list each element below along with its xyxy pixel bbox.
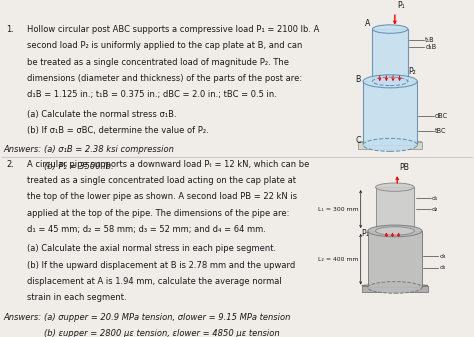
Text: L₂ = 400 mm: L₂ = 400 mm bbox=[318, 257, 358, 262]
Text: P₁: P₁ bbox=[361, 229, 369, 238]
Text: displacement at A is 1.94 mm, calculate the average normal: displacement at A is 1.94 mm, calculate … bbox=[27, 277, 282, 286]
Ellipse shape bbox=[368, 225, 422, 237]
Text: be treated as a single concentrated load of magnitude P₂. The: be treated as a single concentrated load… bbox=[27, 58, 289, 67]
Text: d₂: d₂ bbox=[432, 207, 438, 212]
Text: PB: PB bbox=[400, 163, 410, 172]
Ellipse shape bbox=[373, 77, 408, 86]
Polygon shape bbox=[368, 231, 422, 287]
Text: d₃: d₃ bbox=[439, 254, 446, 259]
Text: tBC: tBC bbox=[435, 128, 446, 134]
Text: (b) If the upward displacement at B is 2.78 mm and the upward: (b) If the upward displacement at B is 2… bbox=[27, 261, 296, 270]
Text: Hollow circular post ABC supports a compressive load P₁ = 2100 lb. A: Hollow circular post ABC supports a comp… bbox=[27, 25, 319, 34]
Text: P₂: P₂ bbox=[408, 67, 416, 76]
Text: Answers:: Answers: bbox=[4, 313, 42, 322]
Text: C: C bbox=[355, 136, 361, 145]
Text: (b) εupper = 2800 με tension, εlower = 4850 με tension: (b) εupper = 2800 με tension, εlower = 4… bbox=[44, 329, 280, 337]
Text: d₄: d₄ bbox=[439, 265, 446, 270]
Text: d₁B = 1.125 in.; t₁B = 0.375 in.; dBC = 2.0 in.; tBC = 0.5 in.: d₁B = 1.125 in.; t₁B = 0.375 in.; dBC = … bbox=[27, 90, 277, 99]
Text: strain in each segment.: strain in each segment. bbox=[27, 294, 127, 303]
Ellipse shape bbox=[358, 141, 422, 143]
Text: 1.: 1. bbox=[6, 25, 14, 34]
Text: d₁B: d₁B bbox=[425, 44, 437, 51]
Text: (a) σ₁B = 2.38 ksi compression: (a) σ₁B = 2.38 ksi compression bbox=[44, 145, 173, 154]
Ellipse shape bbox=[362, 284, 428, 287]
Ellipse shape bbox=[375, 227, 414, 235]
Text: applied at the top of the pipe. The dimensions of the pipe are:: applied at the top of the pipe. The dime… bbox=[27, 209, 290, 218]
Text: (a) Calculate the normal stress σ₁B.: (a) Calculate the normal stress σ₁B. bbox=[27, 110, 177, 119]
Text: dBC: dBC bbox=[435, 113, 448, 119]
Ellipse shape bbox=[368, 282, 422, 293]
Text: 2.: 2. bbox=[6, 160, 14, 168]
Text: (b) P₂ = 3500 lb.: (b) P₂ = 3500 lb. bbox=[44, 161, 113, 171]
Text: t₁B: t₁B bbox=[425, 37, 435, 43]
Text: treated as a single concentrated load acting on the cap plate at: treated as a single concentrated load ac… bbox=[27, 176, 296, 185]
Text: d₁: d₁ bbox=[432, 195, 438, 201]
Ellipse shape bbox=[373, 25, 408, 33]
Text: B: B bbox=[356, 75, 361, 84]
Text: the top of the lower pipe as shown. A second load PB = 22 kN is: the top of the lower pipe as shown. A se… bbox=[27, 192, 297, 201]
Text: (a) Calculate the axial normal stress in each pipe segment.: (a) Calculate the axial normal stress in… bbox=[27, 244, 276, 253]
Polygon shape bbox=[363, 81, 417, 145]
Text: A: A bbox=[365, 19, 370, 28]
Text: Answers:: Answers: bbox=[4, 145, 42, 154]
Text: (b) If σ₁B = σBC, determine the value of P₂.: (b) If σ₁B = σBC, determine the value of… bbox=[27, 126, 209, 135]
FancyBboxPatch shape bbox=[358, 142, 422, 149]
Text: P₁: P₁ bbox=[397, 1, 405, 10]
Polygon shape bbox=[375, 187, 414, 231]
Polygon shape bbox=[373, 29, 408, 81]
Ellipse shape bbox=[375, 183, 414, 191]
Ellipse shape bbox=[363, 75, 417, 88]
Text: A circular pipe supports a downward load Pₜ = 12 kN, which can be: A circular pipe supports a downward load… bbox=[27, 160, 310, 168]
Text: (a) σupper = 20.9 MPa tension, σlower = 9.15 MPa tension: (a) σupper = 20.9 MPa tension, σlower = … bbox=[44, 313, 290, 322]
Ellipse shape bbox=[363, 139, 417, 151]
Text: d₁ = 45 mm; d₂ = 58 mm; d₃ = 52 mm; and d₄ = 64 mm.: d₁ = 45 mm; d₂ = 58 mm; d₃ = 52 mm; and … bbox=[27, 225, 266, 234]
Text: second load P₂ is uniformly applied to the cap plate at B, and can: second load P₂ is uniformly applied to t… bbox=[27, 41, 303, 50]
Text: dimensions (diameter and thickness) of the parts of the post are:: dimensions (diameter and thickness) of t… bbox=[27, 74, 302, 83]
FancyBboxPatch shape bbox=[362, 285, 428, 292]
Text: L₁ = 300 mm: L₁ = 300 mm bbox=[318, 207, 358, 212]
